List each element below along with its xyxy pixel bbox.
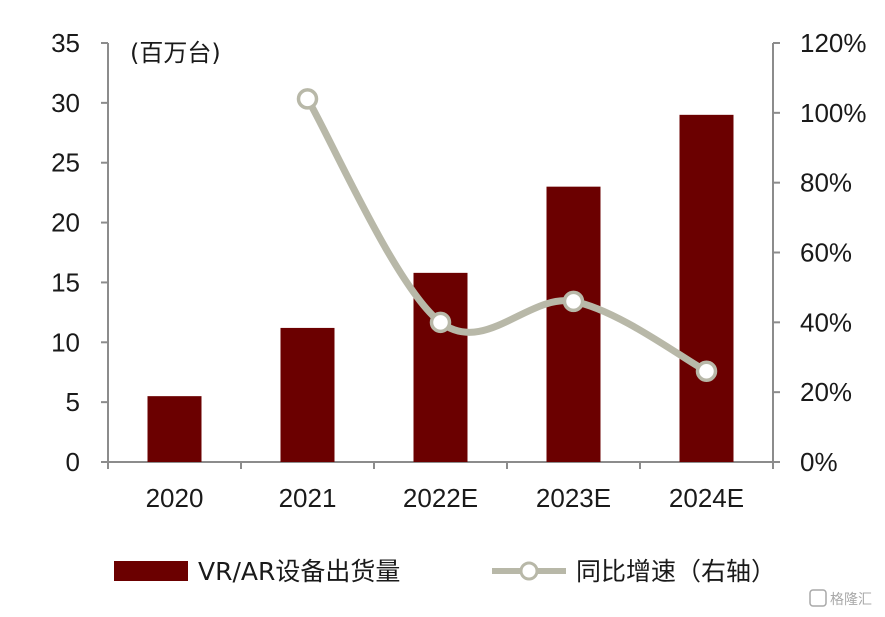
x-tick-label: 2020 xyxy=(146,483,204,513)
left-tick-label: 20 xyxy=(51,208,80,238)
line-series xyxy=(296,88,718,382)
bar xyxy=(546,186,601,462)
left-axis-ticks: 0 5 10 15 20 25 30 35 xyxy=(51,28,108,477)
bar-series xyxy=(147,114,734,462)
left-axis-unit-label: (百万台) xyxy=(130,39,221,67)
x-axis-ticks: 2020 2021 2022E 2023E 2024E xyxy=(107,462,774,513)
legend: VR/AR设备出货量 同比增速（右轴） xyxy=(114,557,776,586)
legend-label-bar: VR/AR设备出货量 xyxy=(198,557,400,586)
line-point xyxy=(296,88,319,110)
left-tick-label: 25 xyxy=(51,148,80,178)
right-tick-label: 120% xyxy=(800,28,867,58)
right-tick-label: 60% xyxy=(800,238,852,268)
right-axis-ticks: 0% 20% 40% 60% 80% 100% 120% xyxy=(773,28,867,477)
line-point xyxy=(562,290,585,313)
x-tick-label: 2021 xyxy=(279,483,337,513)
right-tick-label: 40% xyxy=(800,307,852,337)
right-tick-label: 80% xyxy=(800,168,852,198)
watermark: 格隆汇 xyxy=(809,589,872,608)
legend-swatch-bar xyxy=(114,561,188,581)
bar xyxy=(679,114,734,462)
left-tick-label: 35 xyxy=(51,28,80,58)
left-tick-label: 30 xyxy=(51,88,80,118)
watermark-logo-icon xyxy=(809,589,827,607)
legend-swatch-marker xyxy=(519,561,539,581)
line-point xyxy=(429,311,452,334)
legend-label-line: 同比增速（右轴） xyxy=(576,557,776,586)
line-point xyxy=(695,360,718,382)
bar xyxy=(147,396,202,462)
x-tick-label: 2023E xyxy=(536,483,611,513)
left-tick-label: 15 xyxy=(51,267,80,297)
line-path xyxy=(304,95,710,375)
x-tick-label: 2022E xyxy=(403,483,478,513)
right-tick-label: 20% xyxy=(800,377,852,407)
left-tick-label: 0 xyxy=(66,447,80,477)
bar xyxy=(280,327,335,462)
watermark-text: 格隆汇 xyxy=(830,592,872,608)
right-tick-label: 0% xyxy=(800,447,838,477)
right-tick-label: 100% xyxy=(800,98,867,128)
left-tick-label: 10 xyxy=(51,327,80,357)
x-tick-label: 2024E xyxy=(669,483,744,513)
left-tick-label: 5 xyxy=(66,387,80,417)
